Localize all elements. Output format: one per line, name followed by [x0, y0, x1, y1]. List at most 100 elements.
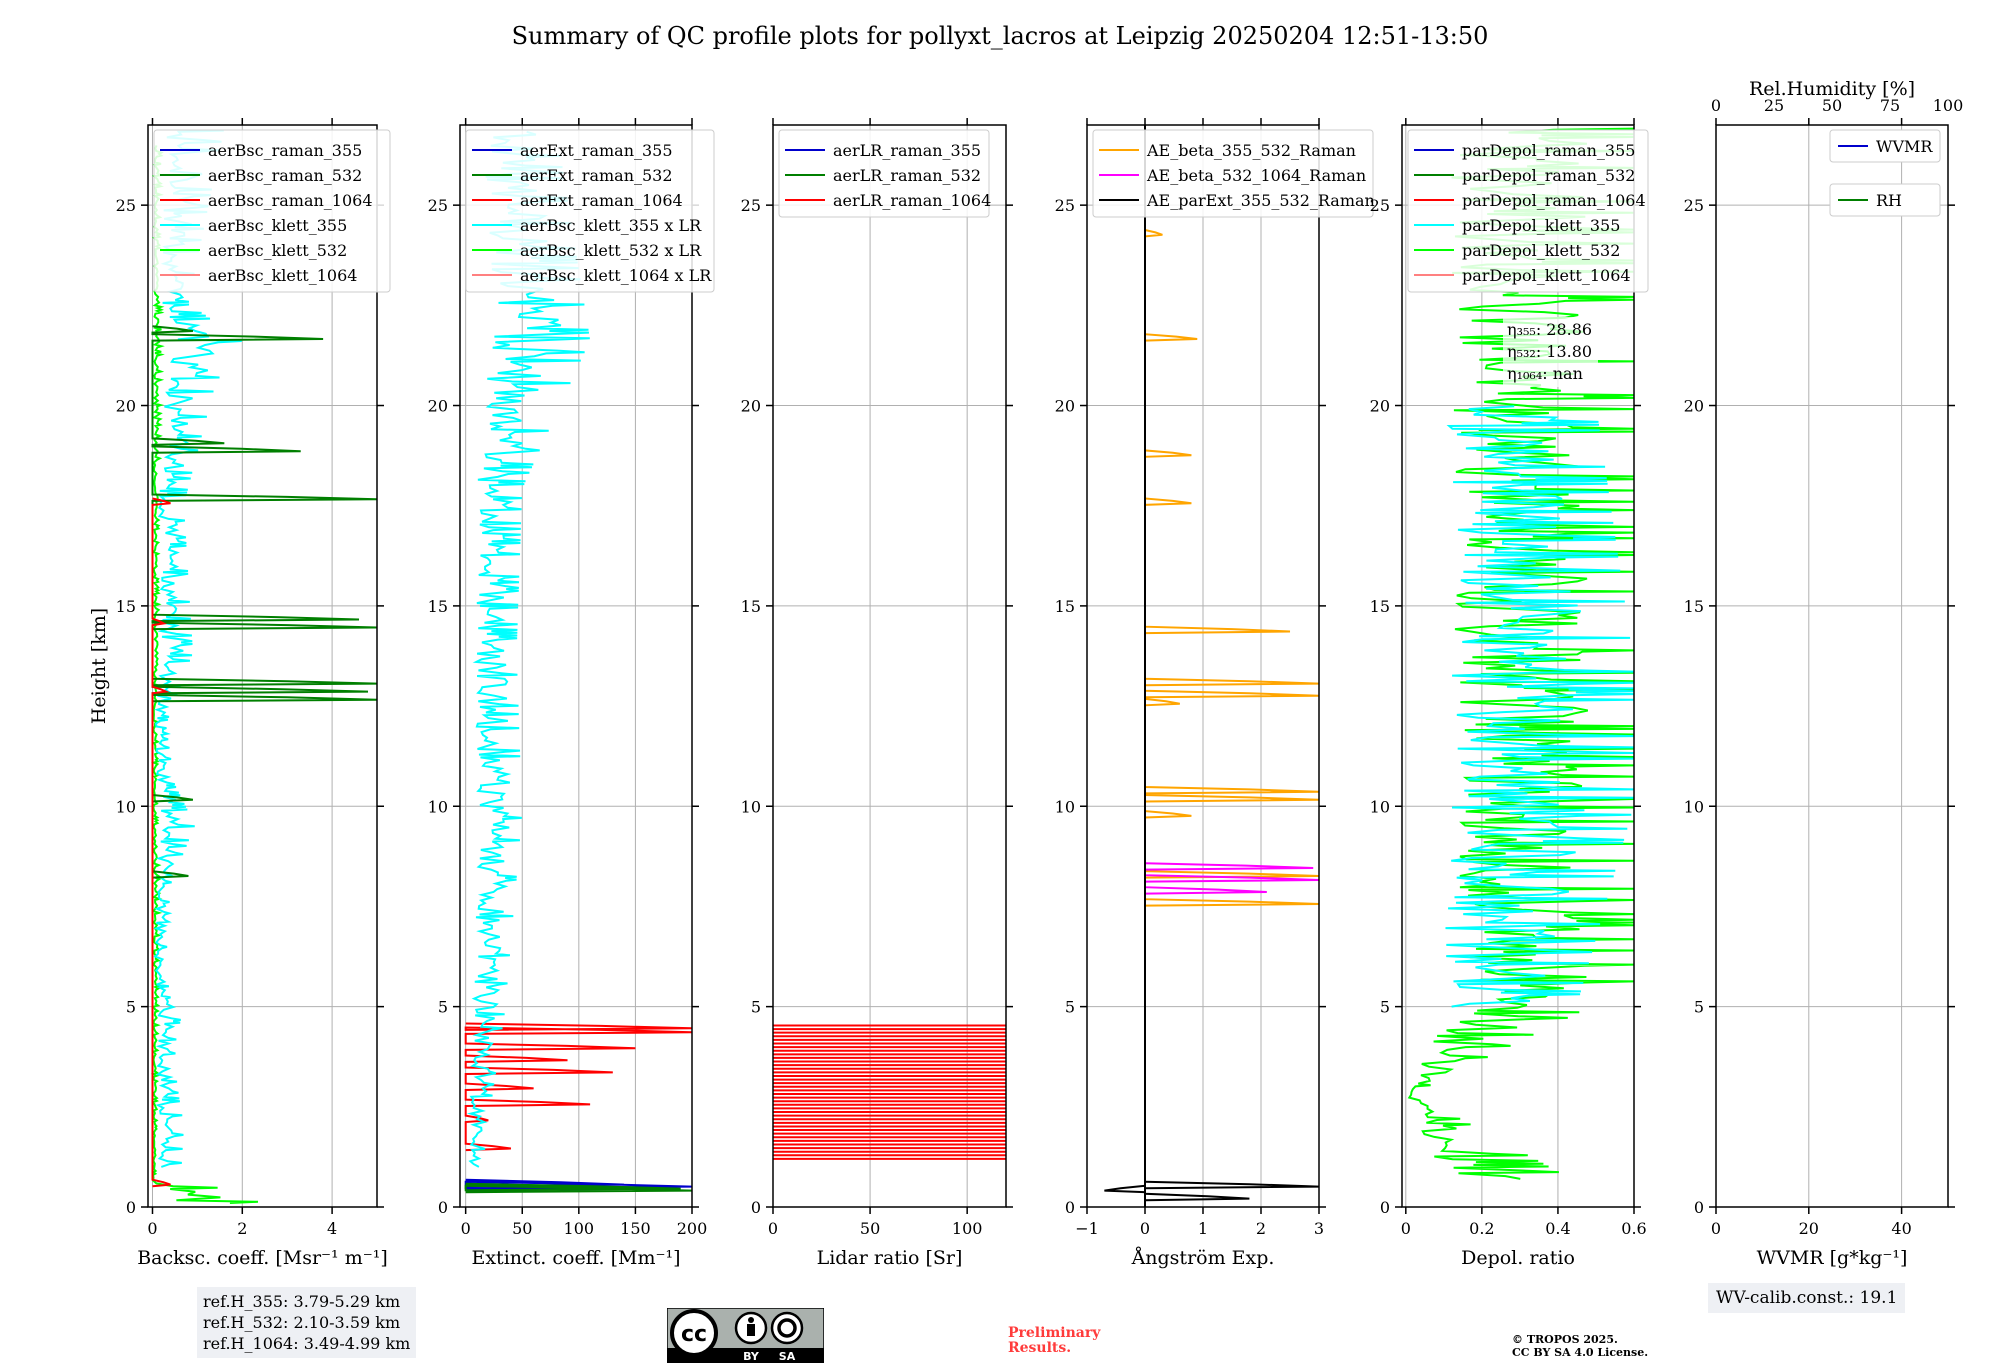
- x-tick-label: 3: [1314, 1219, 1324, 1238]
- legend-entry: parDepol_raman_355: [1462, 141, 1635, 160]
- legend-entry: parDepol_raman_532: [1462, 166, 1635, 185]
- x-tick-label: 20: [1799, 1219, 1819, 1238]
- legend-entry: aerBsc_klett_1064: [208, 266, 357, 285]
- legend-entry: parDepol_klett_532: [1462, 241, 1620, 260]
- legend-entry: aerBsc_klett_355: [208, 216, 347, 235]
- y-tick-label: 5: [1380, 998, 1390, 1017]
- preliminary-results-note: Preliminary Results.: [1008, 1326, 1100, 1356]
- ref-height-1064: ref.H_1064: 3.49-4.99 km: [203, 1334, 411, 1353]
- y-tick-label: 25: [1684, 196, 1704, 215]
- y-tick-label: 0: [438, 1198, 448, 1217]
- y-tick-label: 5: [126, 998, 136, 1017]
- series-line: [466, 130, 590, 1168]
- x-top-axis-label: Rel.Humidity [%]: [1749, 78, 1915, 100]
- panel-2: 0 50 100 150 200 0 5 10 15 20 25 Extinct. coeff. [M…: [428, 118, 715, 1269]
- x-top-tick-label: 25: [1764, 96, 1784, 115]
- series-line: [151, 497, 171, 1188]
- x-tick-label: 0: [1711, 1219, 1721, 1238]
- legend-entry: parDepol_klett_355: [1462, 216, 1620, 235]
- legend-box: [1829, 129, 1941, 163]
- legend-entry: aerExt_raman_532: [520, 166, 673, 185]
- series-line: [1144, 862, 1319, 895]
- y-tick-label: 10: [1684, 797, 1704, 816]
- legend-entry: aerBsc_raman_1064: [208, 191, 373, 210]
- x-axis-label: Lidar ratio [Sr]: [817, 1247, 963, 1269]
- y-axis-label: Height [km]: [88, 608, 110, 724]
- legend-entry: AE_beta_532_1064_Raman: [1146, 166, 1366, 185]
- axes-frame: [459, 124, 693, 1208]
- y-tick-label: 25: [741, 196, 761, 215]
- y-tick-label: 0: [1380, 1198, 1390, 1217]
- y-tick-label: 15: [116, 597, 136, 616]
- y-tick-label: 25: [1055, 196, 1075, 215]
- y-tick-label: 10: [1370, 797, 1390, 816]
- x-tick-label: −1: [1075, 1219, 1099, 1238]
- ref-height-355: ref.H_355: 3.79-5.29 km: [203, 1292, 401, 1311]
- x-tick-label: 0: [1140, 1219, 1150, 1238]
- x-axis-label: WVMR [g*kg⁻¹]: [1757, 1247, 1908, 1269]
- x-top-tick-label: 0: [1711, 96, 1721, 115]
- wv-calib-box: WV-calib.const.: 19.1: [1708, 1283, 1906, 1313]
- y-tick-label: 20: [116, 397, 136, 416]
- series-line: [1445, 405, 1634, 1008]
- y-tick-label: 20: [741, 397, 761, 416]
- ref-height-532: ref.H_532: 2.10-3.59 km: [203, 1313, 401, 1332]
- annotation-box: [1503, 317, 1598, 387]
- series-line: [773, 1024, 1006, 1160]
- legend-entry: parDepol_raman_1064: [1462, 191, 1646, 210]
- legend-entry: aerBsc_klett_355 x LR: [520, 216, 702, 235]
- series-line: [464, 1182, 692, 1194]
- y-tick-label: 25: [1370, 196, 1390, 215]
- x-axis-label: Depol. ratio: [1461, 1247, 1575, 1269]
- panel-data: [773, 1024, 1006, 1160]
- legend-entry: aerExt_raman_1064: [520, 191, 683, 210]
- annotation-text: η₅₃₂: 13.80: [1507, 342, 1592, 361]
- x-axis-label: Extinct. coeff. [Mm⁻¹]: [471, 1247, 680, 1269]
- legend-box: [1092, 129, 1374, 218]
- y-tick-label: 25: [116, 196, 136, 215]
- y-tick-label: 10: [741, 797, 761, 816]
- x-tick-label: 0.2: [1469, 1219, 1494, 1238]
- preliminary-line-1: Preliminary: [1008, 1325, 1101, 1341]
- y-tick-label: 10: [1055, 797, 1075, 816]
- x-tick-label: 50: [512, 1219, 532, 1238]
- y-tick-label: 15: [1055, 597, 1075, 616]
- legend-box: [1829, 183, 1941, 217]
- legend-entry: aerBsc_raman_355: [208, 141, 362, 160]
- y-tick-label: 25: [428, 196, 448, 215]
- x-tick-label: 0.4: [1545, 1219, 1570, 1238]
- series-line: [1104, 1180, 1319, 1202]
- panel-data: [464, 130, 692, 1194]
- x-tick-label: 2: [237, 1219, 247, 1238]
- cc-sa-label: SA: [779, 1350, 796, 1363]
- panel-1: 0 2 4 0 5 10 15 20 25 Backsc. coeff. [Msr⁻¹ m⁻¹] H…: [88, 118, 391, 1269]
- x-tick-label: 50: [860, 1219, 880, 1238]
- x-tick-label: 100: [952, 1219, 983, 1238]
- x-tick-label: 0.6: [1621, 1219, 1646, 1238]
- legend-entry: aerLR_raman_532: [833, 166, 981, 185]
- x-axis-label: Backsc. coeff. [Msr⁻¹ m⁻¹]: [137, 1247, 388, 1269]
- x-top-tick-label: 100: [1933, 96, 1964, 115]
- y-tick-label: 5: [1065, 998, 1075, 1017]
- x-axis-label: Ångström Exp.: [1131, 1247, 1275, 1269]
- y-tick-label: 15: [428, 597, 448, 616]
- y-tick-label: 20: [428, 397, 448, 416]
- legend-box: [153, 129, 391, 293]
- series-line: [1407, 127, 1634, 1180]
- panel-data: [1104, 125, 1319, 1207]
- legend-entry: parDepol_klett_1064: [1462, 266, 1631, 285]
- legend-box: [778, 129, 990, 218]
- panel-3: 0 50 100 0 5 10 15 20 25 Lidar ratio [Sr] aerLR_ra…: [741, 118, 1013, 1269]
- y-tick-label: 20: [1055, 397, 1075, 416]
- y-tick-label: 5: [751, 998, 761, 1017]
- reference-heights-box: ref.H_355: 3.79-5.29 km ref.H_532: 2.10-…: [197, 1287, 417, 1358]
- y-tick-label: 20: [1684, 397, 1704, 416]
- legend-entry: aerBsc_klett_532: [208, 241, 347, 260]
- legend-box: [1407, 129, 1649, 293]
- panel-6: 0 20 40 0 5 10 15 20 25 0 25 50 75 100 Rel.Humidity [%…: [1684, 78, 1964, 1269]
- x-tick-label: 150: [620, 1219, 651, 1238]
- cc-license-badge: cc BY SA: [667, 1308, 824, 1363]
- legend-entry: RH: [1876, 191, 1902, 210]
